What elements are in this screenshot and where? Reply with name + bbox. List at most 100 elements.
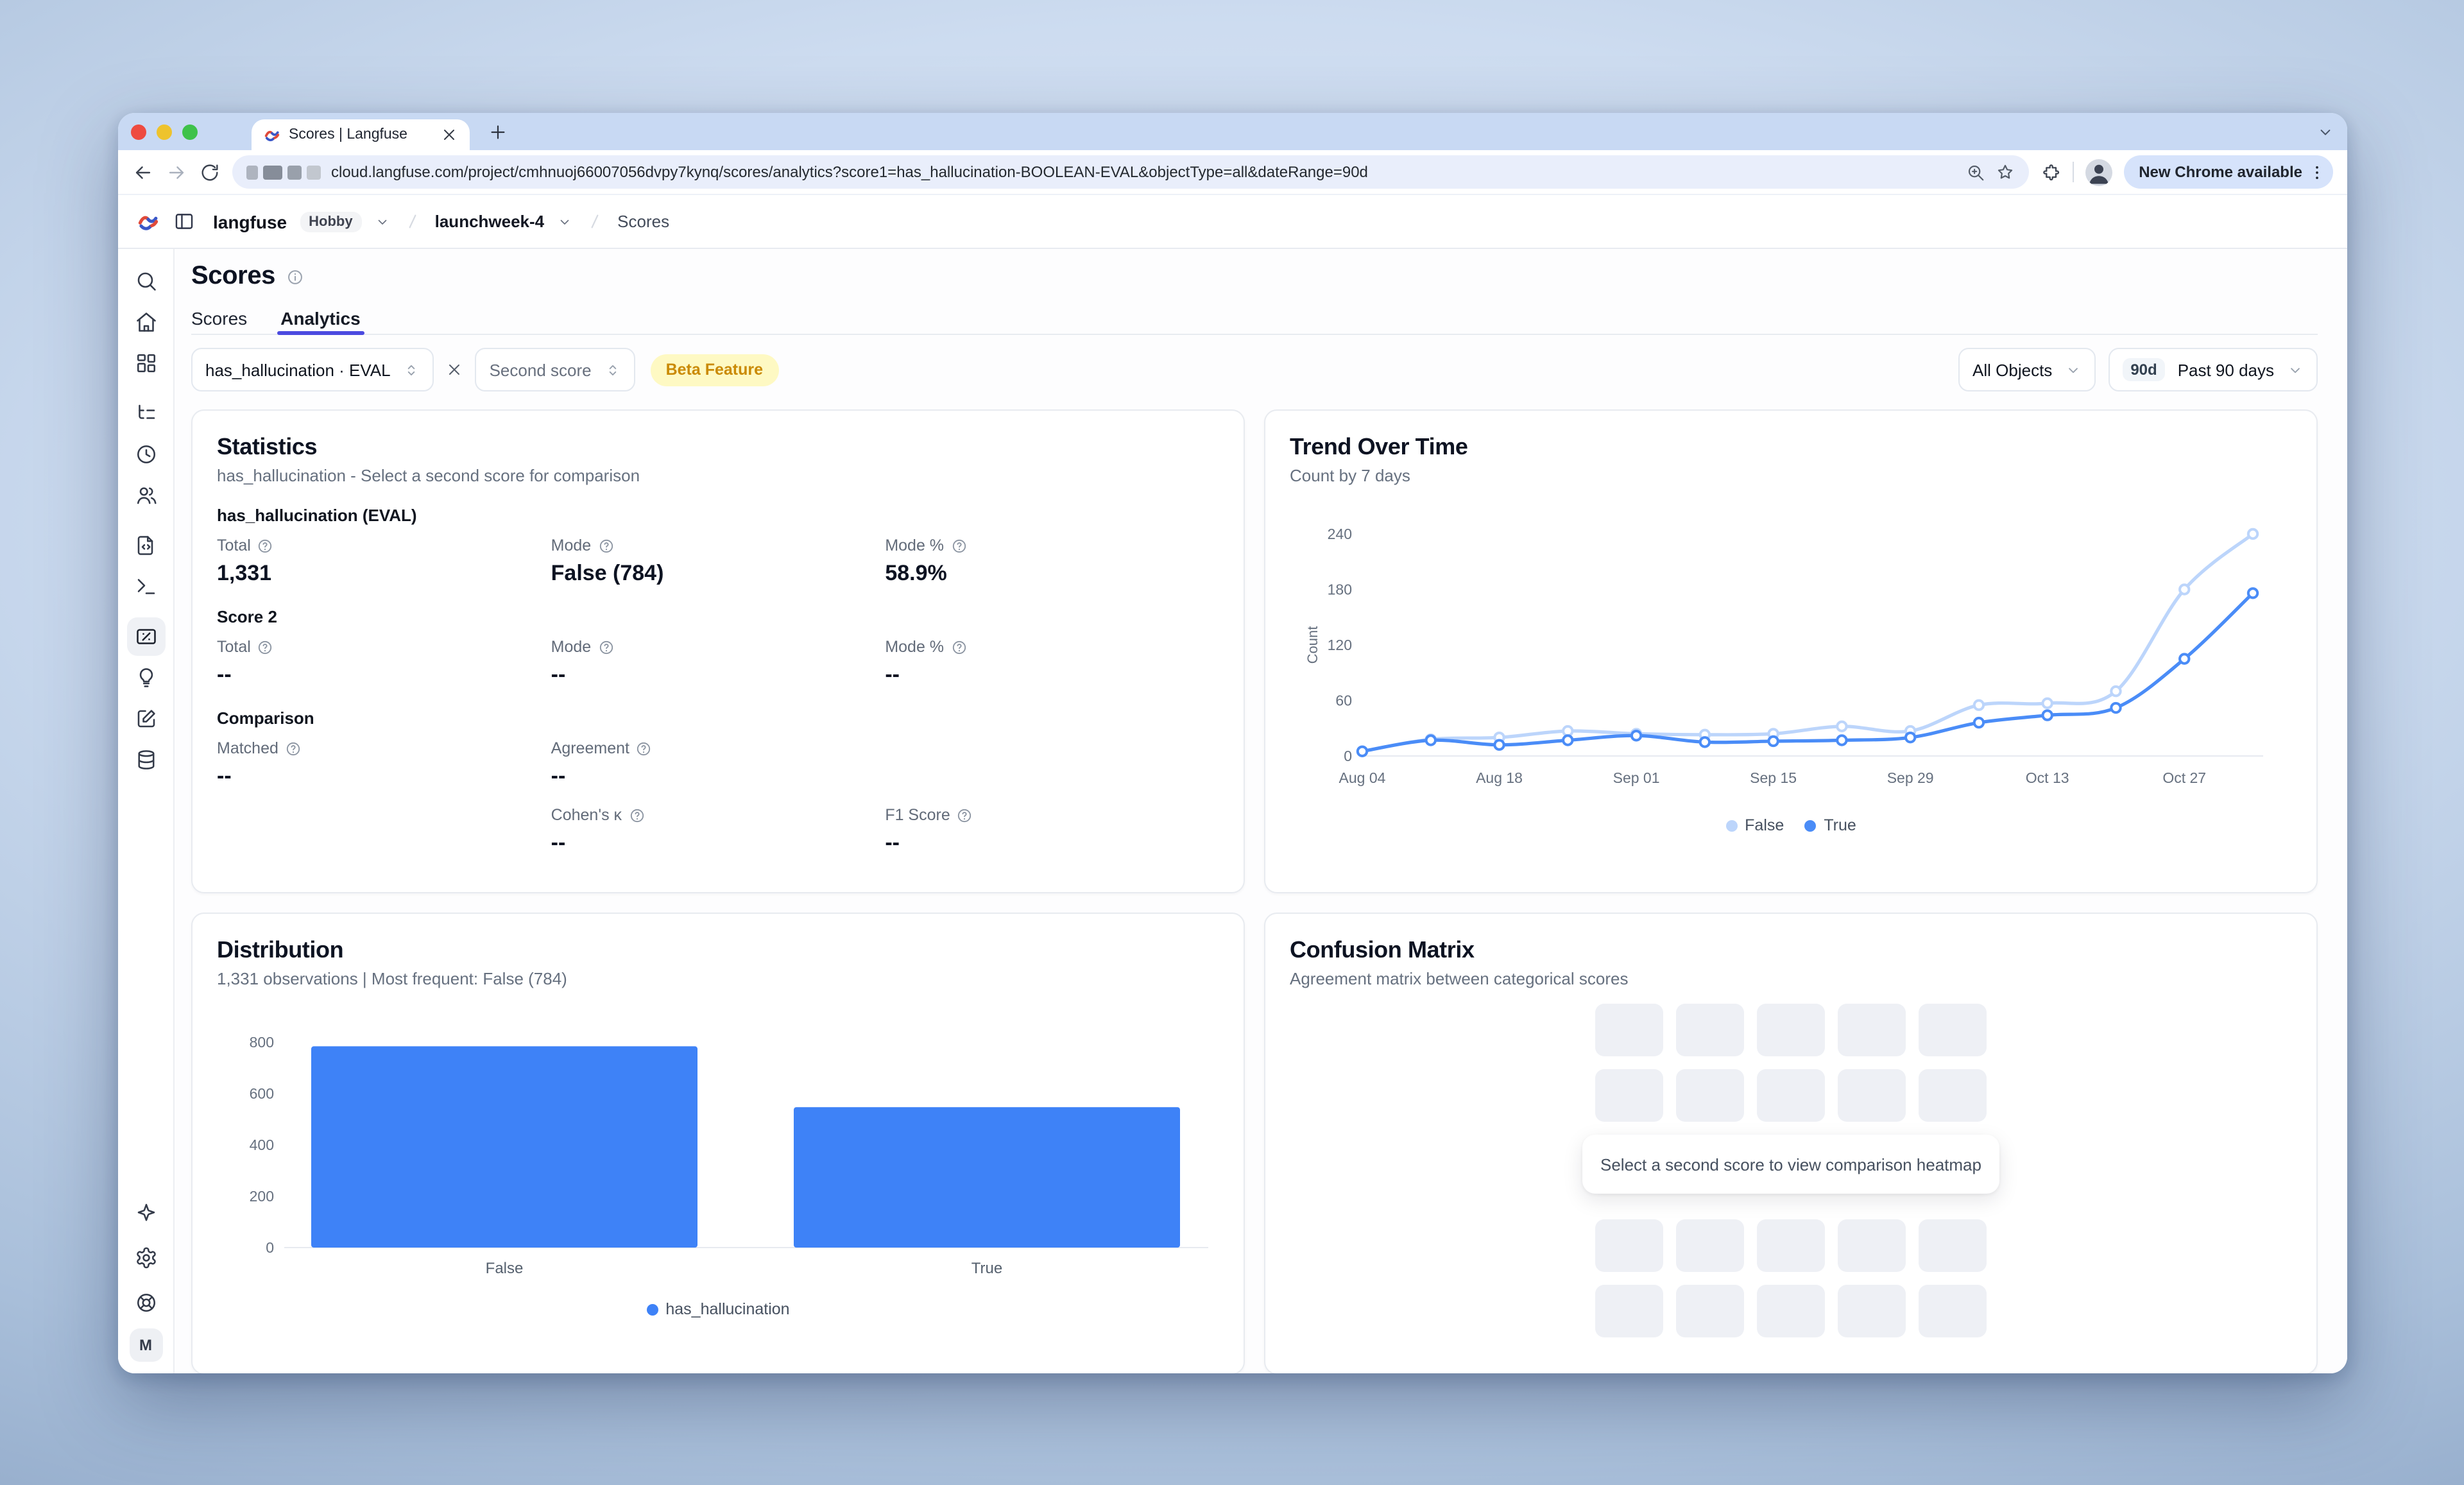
chevrons-up-down-icon	[604, 361, 621, 378]
svg-text:Sep 01: Sep 01	[1613, 769, 1660, 786]
sidebar-item-datasets[interactable]	[126, 741, 165, 779]
sidebar-item-home[interactable]	[126, 303, 165, 341]
sidebar-item-playground[interactable]	[126, 567, 165, 606]
help-icon[interactable]	[950, 537, 967, 554]
chevron-down-icon	[2065, 361, 2082, 378]
chevrons-up-down-icon	[404, 361, 420, 378]
stat-cell: Matched --	[217, 739, 551, 789]
svg-text:False: False	[486, 1260, 524, 1277]
filter-row: has_hallucination · EVAL Second score Be…	[191, 348, 2318, 391]
sidebar-item-support[interactable]	[126, 1283, 165, 1322]
new-tab-button[interactable]	[488, 121, 508, 142]
sidebar-item-dashboards[interactable]	[126, 344, 165, 382]
svg-text:Aug 18: Aug 18	[1476, 769, 1523, 786]
stat-value: --	[885, 830, 900, 855]
zoom-page-icon[interactable]	[1965, 162, 1985, 182]
confusion-cell	[1676, 1069, 1744, 1122]
sidebar-item-annotation[interactable]	[126, 700, 165, 738]
score1-value: has_hallucination · EVAL	[205, 360, 391, 379]
sidebar-item-search[interactable]	[126, 262, 165, 300]
tab-close-icon[interactable]	[440, 126, 458, 144]
svg-text:Sep 29: Sep 29	[1887, 769, 1934, 786]
sidebar-toggle-icon[interactable]	[173, 210, 195, 232]
clear-score-icon[interactable]	[446, 361, 464, 379]
trend-card: Trend Over Time Count by 7 days 0 60 120 18…	[1264, 409, 2318, 893]
plan-badge: Hobby	[300, 211, 362, 232]
sidebar-item-tracing[interactable]	[126, 394, 165, 433]
legend-label: has_hallucination	[665, 1300, 790, 1318]
help-icon[interactable]	[597, 639, 614, 655]
sidebar-item-users[interactable]	[126, 476, 165, 515]
confusion-cell	[1676, 1004, 1744, 1056]
sidebar-item-sessions[interactable]	[126, 435, 165, 474]
object-type-select[interactable]: All Objects	[1958, 348, 2096, 391]
cards-grid: Statistics has_hallucination - Select a …	[191, 409, 2318, 1373]
confusion-cell	[1676, 1219, 1744, 1272]
help-icon[interactable]	[628, 807, 645, 823]
tab-analytics[interactable]: Analytics	[277, 302, 365, 335]
url-text: cloud.langfuse.com/project/cmhnuoj660070…	[331, 163, 1368, 181]
sidebar-item-prompts[interactable]	[126, 526, 165, 565]
browser-toolbar: cloud.langfuse.com/project/cmhnuoj660070…	[118, 150, 2347, 195]
sidebar-item-scores[interactable]	[126, 617, 165, 656]
confusion-cell	[1757, 1004, 1825, 1056]
org-name[interactable]: langfuse	[213, 211, 287, 232]
project-name[interactable]: launchweek-4	[434, 212, 545, 231]
stat-cell	[885, 739, 1219, 789]
project-switcher-chevron-icon[interactable]	[557, 214, 572, 229]
maximize-window-button[interactable]	[182, 124, 198, 139]
statistics-subtitle: has_hallucination - Select a second scor…	[217, 466, 640, 485]
tab-scores[interactable]: Scores	[191, 307, 248, 328]
help-icon[interactable]	[257, 639, 274, 655]
minimize-window-button[interactable]	[157, 124, 172, 139]
stat-value: --	[885, 662, 900, 687]
browser-tab[interactable]: Scores | Langfuse	[252, 119, 470, 150]
distribution-title: Distribution	[217, 937, 344, 963]
back-button[interactable]	[132, 161, 154, 183]
confusion-cell	[1757, 1219, 1825, 1272]
stats-row: Total -- Mode -- Mode % --	[217, 638, 1219, 688]
score2-select[interactable]: Second score	[475, 348, 635, 391]
search-icon	[134, 270, 157, 293]
svg-text:60: 60	[1335, 692, 1352, 709]
forward-button[interactable]	[166, 161, 187, 183]
confusion-cell	[1676, 1285, 1744, 1337]
sidebar-item-settings[interactable]	[126, 1239, 165, 1277]
browser-profile-avatar[interactable]	[2085, 159, 2112, 185]
user-avatar[interactable]: M	[129, 1328, 162, 1362]
tab-search-chevron-icon[interactable]	[2316, 123, 2334, 141]
stat-value: --	[217, 764, 232, 788]
score1-select[interactable]: has_hallucination · EVAL	[191, 348, 434, 391]
browser-menu-kebab-icon[interactable]	[2307, 162, 2327, 182]
confusion-cell	[1595, 1069, 1663, 1122]
help-icon[interactable]	[597, 537, 614, 554]
breadcrumb-separator	[585, 212, 604, 231]
sidebar-item-evaluators[interactable]	[126, 658, 165, 697]
bookmark-star-icon[interactable]	[1995, 162, 2014, 182]
app-header: langfuse Hobby launchweek-4 Scores	[118, 195, 2347, 249]
stat-cell: F1 Score --	[885, 806, 1219, 856]
main-content: Scores Scores Analytics has_hallucination…	[175, 249, 2347, 1373]
svg-text:Sep 15: Sep 15	[1750, 769, 1797, 786]
langfuse-logo-icon[interactable]	[136, 209, 160, 234]
help-icon[interactable]	[285, 740, 302, 757]
sidebar-item-ask-ai[interactable]	[126, 1194, 165, 1232]
info-icon[interactable]	[286, 268, 304, 286]
help-icon[interactable]	[636, 740, 653, 757]
help-icon[interactable]	[950, 639, 967, 655]
breadcrumb-page: Scores	[617, 212, 670, 231]
close-window-button[interactable]	[131, 124, 146, 139]
chrome-update-pill[interactable]: New Chrome available	[2123, 155, 2333, 189]
reload-button[interactable]	[199, 161, 221, 183]
stats-row: Cohen's κ -- F1 Score --	[217, 806, 1219, 856]
stat-label: Agreement	[551, 739, 629, 757]
address-bar[interactable]: cloud.langfuse.com/project/cmhnuoj660070…	[232, 155, 2029, 189]
stat-label: Matched	[217, 739, 278, 757]
extensions-puzzle-icon[interactable]	[2040, 162, 2060, 182]
help-icon[interactable]	[257, 537, 274, 554]
org-switcher-chevron-icon[interactable]	[375, 214, 390, 229]
help-icon[interactable]	[957, 807, 973, 823]
stat-cell: Cohen's κ --	[551, 806, 886, 856]
date-range-select[interactable]: 90d Past 90 days	[2109, 348, 2318, 391]
site-info-redacted	[246, 165, 321, 179]
